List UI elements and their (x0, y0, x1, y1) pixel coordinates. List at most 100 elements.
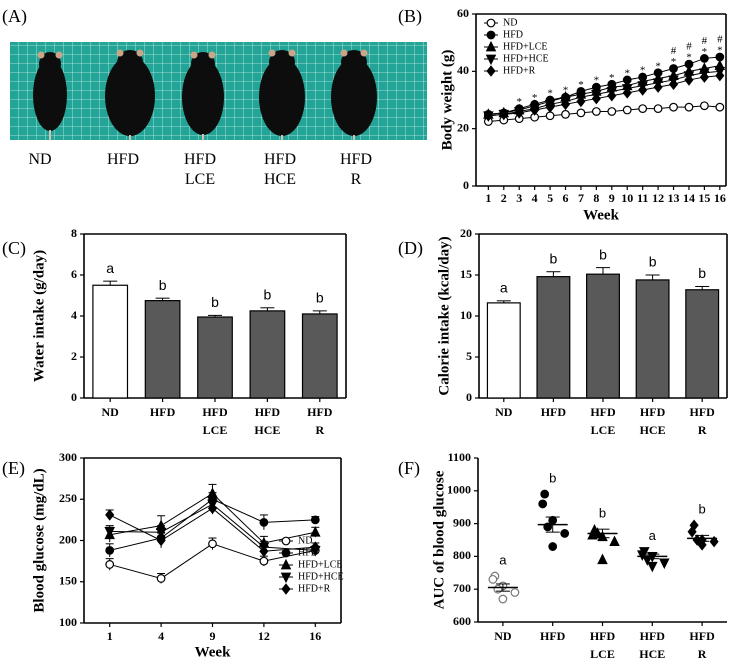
y-tick-label: 200 (59, 532, 77, 546)
marker (530, 104, 540, 116)
annotation: # (671, 45, 677, 57)
y-tick-label: 0 (71, 390, 77, 404)
marker (668, 78, 679, 90)
x-tick-label-line: HFD (640, 629, 666, 643)
bar (92, 284, 129, 399)
x-tick-label: 11 (637, 191, 648, 205)
annotation: # (686, 41, 692, 53)
x-tick-label: 13 (668, 191, 680, 205)
marker (597, 553, 608, 565)
x-tick-label-line: R (698, 423, 707, 437)
annotation: * (655, 60, 661, 72)
x-tick-label-line: HFD (689, 629, 715, 643)
panel-label: (B) (398, 6, 422, 27)
marker (561, 109, 570, 119)
marker (591, 92, 601, 105)
y-tick-label: 900 (453, 515, 471, 529)
marker (607, 107, 617, 116)
annotation: * (702, 46, 708, 58)
marker (697, 539, 707, 551)
y-axis-label: Water intake (g/day) (31, 250, 47, 382)
legend-label: ND (298, 535, 312, 546)
x-tick-label: ND (495, 405, 513, 419)
significance-letter: b (649, 254, 657, 270)
y-tick-label: 5 (466, 349, 472, 363)
marker (560, 98, 571, 111)
marker (208, 539, 217, 549)
annotation: * (578, 79, 584, 91)
x-tick-label-line: HFD (590, 629, 616, 643)
significance-letter: b (698, 502, 705, 517)
x-tick-label-line: HCE (640, 423, 666, 437)
marker (259, 556, 269, 566)
marker (609, 535, 620, 547)
x-tick-label: HFD R (690, 405, 716, 437)
marker (281, 536, 291, 546)
marker (280, 572, 292, 584)
marker (638, 104, 648, 113)
marker (310, 526, 321, 537)
marker (647, 561, 658, 573)
x-tick-label-line: HCE (254, 423, 280, 437)
x-tick-label: ND (102, 405, 120, 419)
panel-label: (A) (2, 6, 27, 27)
significance-letter: a (106, 260, 114, 276)
marker (687, 526, 697, 538)
y-axis-label: AUC of blood glucose (431, 470, 447, 609)
marker (576, 95, 586, 108)
x-tick-label: 14 (683, 191, 695, 205)
marker (488, 574, 498, 584)
x-tick-label: 1 (485, 191, 491, 205)
marker (310, 515, 320, 525)
series-line (488, 56, 720, 115)
x-tick-label: HFD (150, 405, 176, 419)
marker (653, 81, 663, 93)
significance-letter: b (264, 287, 272, 303)
marker (486, 30, 496, 40)
marker (545, 101, 555, 113)
group-label-line: HFD (264, 151, 296, 168)
bar (144, 300, 181, 399)
annotation: * (547, 88, 553, 100)
marker (281, 548, 291, 558)
x-tick-label: 1 (107, 629, 113, 643)
significance-letter: b (316, 290, 324, 306)
x-tick-label: 12 (652, 191, 664, 205)
marker (486, 65, 496, 77)
marker (105, 560, 115, 569)
x-axis-label: Week (583, 207, 619, 223)
annotation: * (671, 56, 677, 68)
x-tick-label: 2 (501, 191, 507, 205)
marker (510, 588, 520, 597)
legend-label: HFD (298, 547, 318, 558)
marker (281, 583, 291, 595)
x-tick-label-line: R (698, 647, 707, 661)
photo (10, 42, 427, 140)
marker (540, 489, 550, 499)
group-label: HFD R (340, 151, 372, 188)
legend-label: HFD+LCE (298, 559, 343, 570)
x-tick-label-line: HFD (255, 405, 281, 419)
x-tick-label: HFD HCE (639, 629, 665, 661)
x-tick-label: 6 (563, 191, 569, 205)
x-tick-label: 9 (609, 191, 615, 205)
marker (280, 558, 292, 570)
marker (637, 550, 648, 561)
x-tick-label-line: HFD (202, 405, 228, 419)
y-tick-label: 8 (71, 226, 77, 240)
x-tick-label: HFD (540, 629, 566, 643)
y-tick-label: 4 (71, 308, 77, 322)
x-axis-label: Week (195, 644, 231, 660)
x-tick-label-line: LCE (590, 647, 615, 661)
marker (105, 509, 115, 521)
x-tick-label: ND (494, 629, 512, 643)
annotation: * (609, 72, 615, 84)
marker (653, 104, 663, 113)
group-label-line: R (351, 171, 362, 188)
x-tick-label-line: HFD (640, 405, 666, 419)
marker (486, 18, 496, 28)
x-tick-label-line: LCE (203, 423, 228, 437)
legend-label: HFD+R (503, 65, 536, 76)
x-tick-label: HFD R (307, 405, 333, 437)
annotation: * (532, 92, 538, 104)
